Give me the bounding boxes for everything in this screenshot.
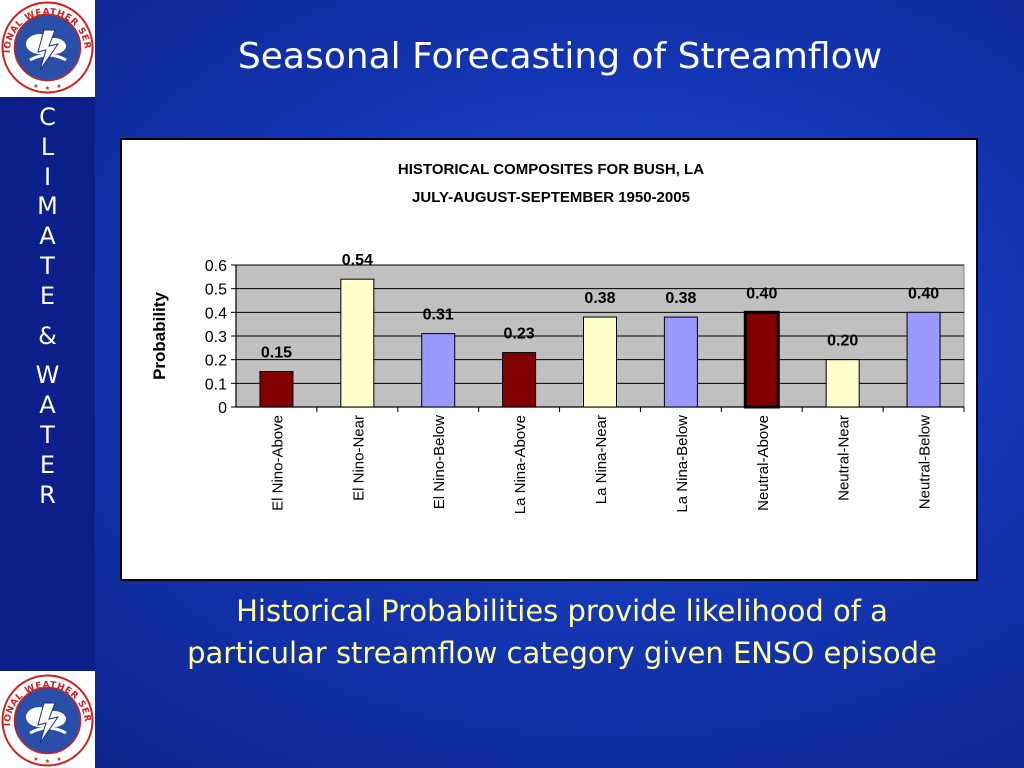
climate-letter: T: [40, 251, 55, 280]
slide-title: Seasonal Forecasting of Streamflow: [237, 36, 883, 77]
chart-subtitle: JULY-AUGUST-SEPTEMBER 1950-2005: [412, 189, 690, 206]
bar-neutral-near: [825, 359, 860, 408]
water-letter: R: [39, 480, 56, 509]
x-tick-label: El Nino-Below: [431, 415, 448, 509]
y-axis-label: Probability: [150, 292, 169, 380]
water-letter: W: [35, 361, 60, 390]
svg-text:★: ★: [33, 83, 38, 90]
bar-el-nino-near: [340, 278, 375, 408]
svg-text:★: ★: [45, 85, 50, 92]
data-label: 0.15: [261, 345, 292, 362]
data-label: 0.40: [746, 285, 777, 302]
bar-la-nina-near: [583, 316, 617, 408]
bar-neutral-above: [743, 310, 780, 409]
caption-line-2: particular streamflow category given ENS…: [187, 636, 937, 670]
nws-logo-icon: NATIONAL WEATHER SERVICE★★★: [0, 673, 94, 767]
climate-letter: A: [39, 222, 56, 251]
nws-logo-top: NATIONAL WEATHER SERVICE★★★: [0, 0, 95, 95]
svg-text:★: ★: [56, 83, 61, 90]
data-label: 0.20: [827, 333, 858, 350]
water-letter: T: [40, 420, 55, 449]
bar-chart: HISTORICAL COMPOSITES FOR BUSH, LA JULY-A…: [150, 161, 965, 514]
svg-text:★: ★: [33, 756, 38, 763]
y-tick-label: 0.3: [205, 329, 227, 346]
water-letter: A: [39, 391, 56, 420]
y-tick-label: 0.2: [205, 353, 227, 370]
climate-letter: M: [37, 192, 58, 221]
y-tick-label: 0.5: [205, 282, 227, 299]
water-letter: E: [39, 450, 56, 479]
climate-letter: C: [39, 103, 56, 131]
y-tick-label: 0: [218, 400, 227, 417]
bar-neutral-below: [906, 311, 941, 408]
data-label: 0.38: [665, 290, 696, 307]
caption-line-1: Historical Probabilities provide likelih…: [236, 594, 888, 628]
climate-letter: E: [39, 281, 56, 310]
x-tick-label: El Nino-Above: [269, 415, 286, 511]
chart-panel: HISTORICAL COMPOSITES FOR BUSH, LA JULY-A…: [120, 138, 978, 581]
y-tick-label: 0.1: [205, 376, 227, 393]
data-label: 0.40: [908, 285, 939, 302]
svg-text:★: ★: [56, 756, 61, 763]
climate-letter: I: [43, 162, 52, 191]
nws-logo-icon: NATIONAL WEATHER SERVICE★★★: [0, 0, 94, 94]
bar-la-nina-below: [663, 316, 698, 408]
ampersand-letter: &: [38, 321, 57, 350]
bar-la-nina-above: [502, 352, 537, 408]
svg-text:★: ★: [45, 758, 50, 765]
bar-el-nino-above: [259, 371, 294, 408]
x-tick-label: La Nina-Below: [674, 415, 691, 513]
data-label: 0.31: [423, 307, 454, 324]
bar-el-nino-below: [421, 333, 456, 408]
climate-letter: L: [40, 132, 55, 161]
y-tick-label: 0.6: [205, 258, 227, 275]
x-tick-label: Neutral-Near: [836, 415, 853, 501]
nws-logo-bottom: NATIONAL WEATHER SERVICE★★★: [0, 673, 95, 768]
data-label: 0.54: [342, 252, 373, 269]
x-tick-label: El Nino-Near: [350, 415, 367, 501]
x-tick-label: Neutral-Above: [755, 415, 772, 511]
x-tick-label: La Nina-Near: [593, 415, 610, 504]
slide-caption: Historical Probabilities provide likelih…: [100, 590, 1024, 674]
x-tick-label: Neutral-Below: [917, 415, 934, 509]
y-tick-label: 0.4: [205, 305, 227, 322]
data-label: 0.23: [504, 326, 535, 343]
chart-title: HISTORICAL COMPOSITES FOR BUSH, LA: [398, 161, 704, 178]
x-tick-label: La Nina-Above: [512, 415, 529, 514]
data-label: 0.38: [584, 290, 615, 307]
